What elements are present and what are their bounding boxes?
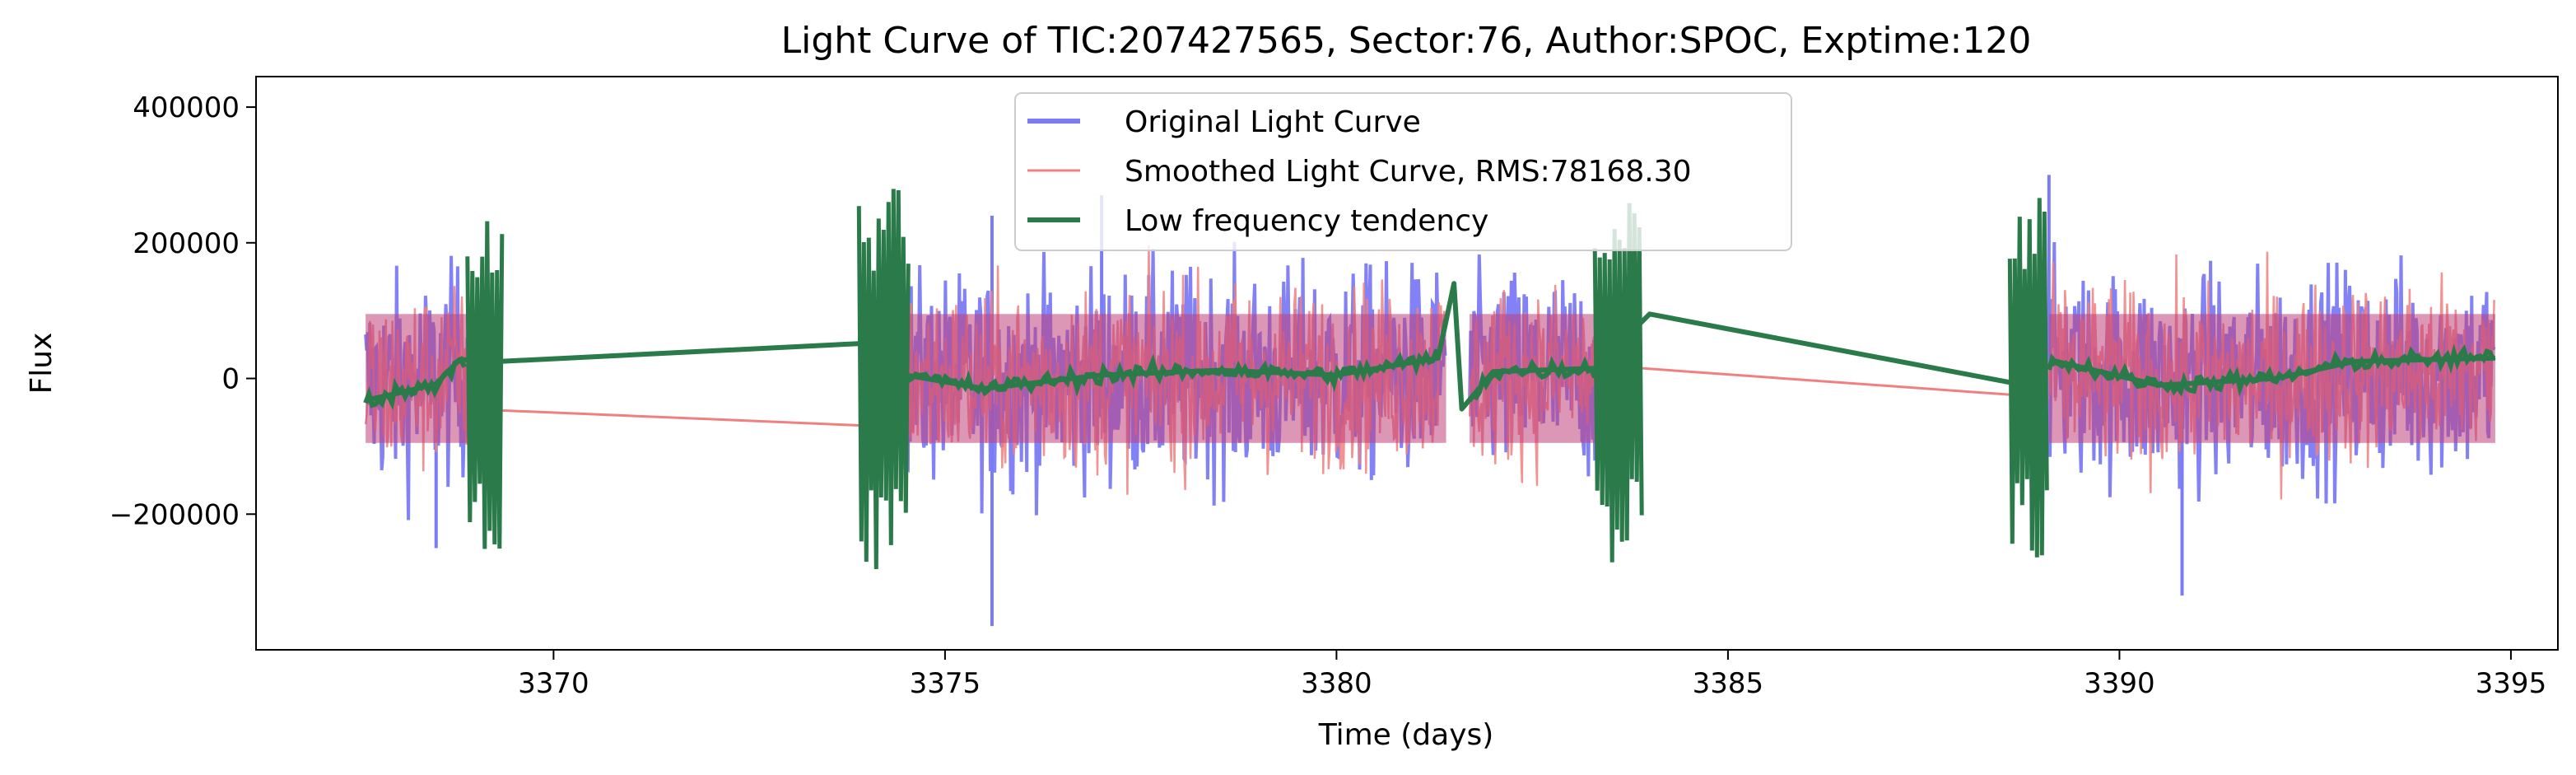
legend-label-smoothed: Smoothed Light Curve, RMS:78168.30 [1125,155,1692,189]
series-trend-burst [2007,198,2049,558]
legend: Original Light Curve Smoothed Light Curv… [1014,92,1792,251]
x-tick-label: 3375 [910,667,981,700]
x-tick-label: 3395 [2476,667,2547,700]
x-axis-label: Time (days) [1318,718,1494,752]
legend-box [1014,92,1792,251]
y-tick-label: 200000 [133,227,240,260]
series-trend-burst [465,221,505,549]
y-tick-label: −200000 [109,498,240,531]
x-tick-label: 3370 [518,667,589,700]
legend-label-original: Original Light Curve [1125,105,1421,139]
series-smoothed-gap-line [1595,363,2049,399]
series-layer [363,175,2496,627]
x-tick-label: 3390 [2084,667,2155,700]
y-axis-label: Flux [25,333,58,395]
y-tick-label: 0 [221,363,240,396]
x-tick-label: 3385 [1693,667,1764,700]
y-axis: −200000 0 200000 400000 [109,91,256,531]
y-tick-label: 400000 [133,91,240,124]
chart-title: Light Curve of TIC:207427565, Sector:76,… [781,20,2032,62]
series-trend-burst [856,189,911,570]
series-trend-burst [1592,203,1644,563]
legend-label-trend: Low frequency tendency [1125,204,1488,238]
x-tick-label: 3380 [1301,667,1372,700]
series-smoothed-gap-line [467,408,906,429]
plot-frame [255,76,2559,651]
x-axis: 3370 3375 3380 3385 3390 3395 [518,650,2546,700]
